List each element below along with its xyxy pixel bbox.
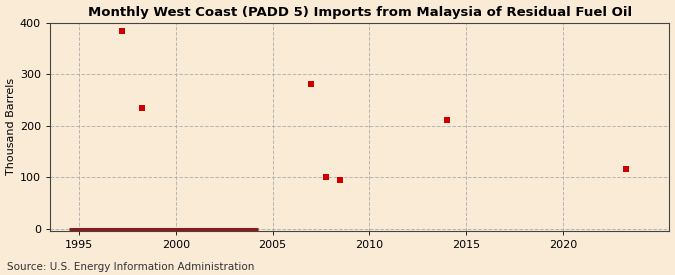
- Point: [306, 82, 317, 87]
- Point: [136, 105, 147, 110]
- Y-axis label: Thousand Barrels: Thousand Barrels: [5, 78, 16, 175]
- Point: [441, 118, 452, 123]
- Title: Monthly West Coast (PADD 5) Imports from Malaysia of Residual Fuel Oil: Monthly West Coast (PADD 5) Imports from…: [88, 6, 632, 18]
- Point: [335, 177, 346, 182]
- Point: [620, 167, 631, 172]
- Text: Source: U.S. Energy Information Administration: Source: U.S. Energy Information Administ…: [7, 262, 254, 272]
- Point: [117, 29, 128, 34]
- Point: [321, 175, 331, 179]
